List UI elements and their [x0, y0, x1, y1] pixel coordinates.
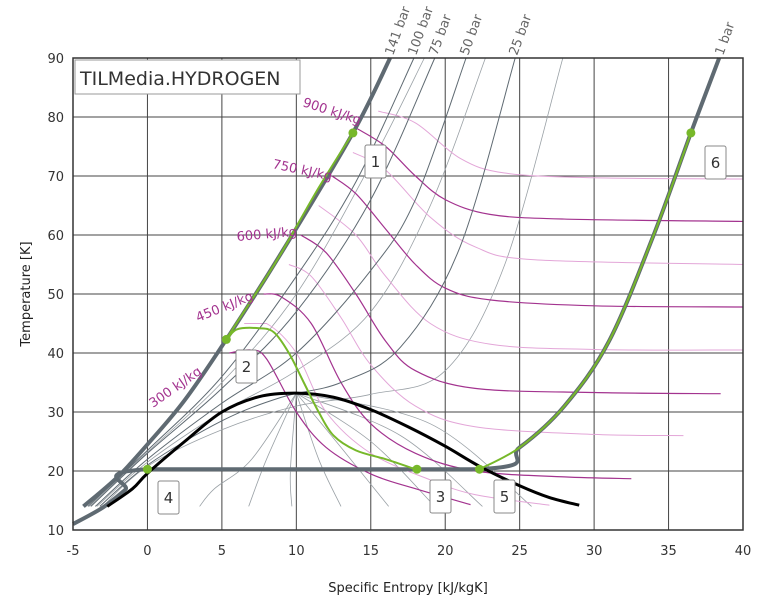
x-tick-label: 0: [143, 544, 151, 559]
state-label: 2: [242, 358, 252, 376]
state-point: [221, 334, 231, 344]
title-box: TILMedia.HYDROGEN: [74, 59, 301, 95]
x-tick-label: 30: [586, 544, 603, 559]
state-label-box: 4: [157, 480, 180, 515]
isobar-line: [82, 57, 392, 508]
state-label: 3: [436, 488, 446, 506]
x-tick-label: 40: [735, 544, 752, 559]
x-tick-label: 5: [218, 544, 226, 559]
y-tick-label: 50: [47, 288, 64, 303]
plot-frame: [72, 57, 744, 531]
isobar-label: 50 bar: [458, 12, 487, 57]
isenthalp-line: [263, 293, 632, 480]
state-label: 5: [500, 488, 510, 506]
y-axis-label: Temperature [K]: [19, 241, 34, 347]
process-line-vapor: [478, 132, 692, 471]
minor-isobar-line: [89, 57, 425, 507]
isenthalp-line: [357, 128, 744, 223]
x-tick-labels: -5 0 5 10 15 20 25 30 35 40: [67, 544, 752, 559]
isobar-label: 1 bar: [713, 20, 739, 58]
isobar-line: [94, 57, 467, 507]
x-tick-label: 15: [363, 544, 380, 559]
x-tick-label: 10: [288, 544, 305, 559]
isobar-label: 25 bar: [507, 12, 536, 57]
y-tick-label: 60: [47, 229, 64, 244]
x-tick-label: 35: [660, 544, 677, 559]
chart-title: TILMedia.HYDROGEN: [79, 68, 281, 90]
minor-isobar-line: [199, 392, 297, 507]
y-tick-label: 10: [47, 524, 64, 539]
state-label-box: 6: [704, 145, 727, 180]
minor-isobar-line: [296, 392, 483, 507]
isenthalp-line: [318, 205, 744, 351]
state-point: [412, 464, 422, 474]
minor-isobar-line: [295, 392, 342, 507]
grid: [72, 57, 744, 531]
isobar-line: [90, 57, 436, 507]
isenthalp-label: 900 kJ/kg: [301, 96, 363, 129]
state-label-box: 2: [235, 349, 258, 384]
minor-isobar-line: [296, 392, 389, 507]
isenthalp-line: [331, 175, 744, 308]
isenthalp-label: 600 kJ/kg: [236, 225, 298, 245]
x-axis-label: Specific Entropy [kJ/kgK]: [328, 581, 488, 596]
state-point: [686, 128, 696, 138]
curves: [72, 57, 744, 526]
process-line: [224, 132, 416, 471]
y-tick-label: 80: [47, 111, 64, 126]
isobar-labels: 141 bar 100 bar 75 bar 50 bar 25 bar 1 b…: [383, 4, 739, 57]
minor-isobar-line: [102, 57, 564, 507]
x-tick-label: -5: [67, 544, 80, 559]
isenthalp-line: [300, 234, 721, 395]
minor-isobar-line: [248, 392, 297, 507]
y-tick-label: 70: [47, 170, 64, 185]
y-tick-label: 40: [47, 347, 64, 362]
state-label: 4: [164, 489, 174, 507]
state-label-box: 3: [429, 479, 452, 514]
isenthalp-line: [378, 110, 744, 180]
x-tick-label: 20: [437, 544, 454, 559]
state-label: 6: [711, 154, 721, 172]
isenthalp-line: [288, 264, 684, 437]
y-tick-label: 20: [47, 465, 64, 480]
state-points: [142, 128, 696, 474]
y-tick-label: 30: [47, 406, 64, 421]
state-label-box: 5: [493, 479, 516, 514]
minor-isobar-line: [96, 57, 486, 507]
state-label-box: 1: [364, 144, 387, 179]
isobar-line: [87, 57, 415, 507]
state-point: [142, 464, 152, 474]
state-labels: 1 2 3 4 5 6: [157, 144, 727, 515]
state-point: [348, 128, 358, 138]
x-tick-label: 25: [511, 544, 528, 559]
y-tick-label: 90: [47, 52, 64, 67]
state-point: [474, 464, 484, 474]
isobar-line: [99, 57, 516, 507]
y-tick-labels: 10 20 30 40 50 60 70 80 90: [47, 52, 64, 539]
state-label: 1: [371, 153, 381, 171]
isenthalp-label: 750 kJ/kg: [271, 157, 333, 184]
